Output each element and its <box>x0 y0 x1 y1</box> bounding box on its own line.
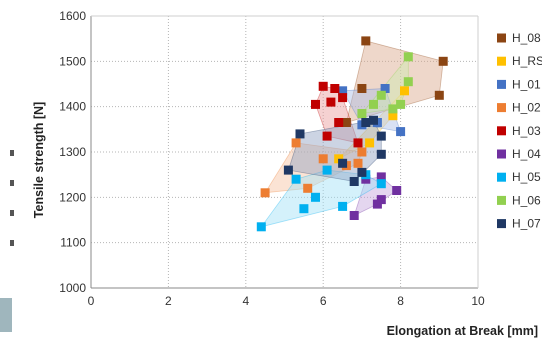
series-hulls <box>260 40 444 228</box>
point-h-07 <box>295 129 305 139</box>
point-h-02 <box>353 158 363 168</box>
point-h-02 <box>303 183 313 193</box>
point-h-05 <box>291 174 301 184</box>
point-h-07 <box>369 115 378 125</box>
point-h-03 <box>330 84 340 93</box>
point-h-02 <box>357 147 367 157</box>
point-h-05 <box>376 179 386 189</box>
legend-label: H_04 <box>512 147 541 161</box>
y-tick-label: 1300 <box>59 145 86 159</box>
axes <box>90 15 479 289</box>
y-tick-label: 1100 <box>60 236 86 250</box>
x-tick-label: 0 <box>88 294 95 308</box>
point-h-08 <box>341 118 351 127</box>
point-h-03 <box>318 81 328 91</box>
point-h-07 <box>376 149 386 159</box>
point-h-05 <box>311 192 320 202</box>
point-h-02 <box>318 154 328 164</box>
y-tick-label: 1000 <box>59 281 86 295</box>
point-h-08 <box>438 56 448 66</box>
edge-panel <box>0 298 12 332</box>
legend-swatch <box>497 79 506 89</box>
legend-label: H_05 <box>512 170 541 184</box>
point-h-02 <box>291 138 301 148</box>
point-h-rs <box>388 111 398 121</box>
point-h-04 <box>392 186 402 195</box>
legend-swatch <box>497 149 506 159</box>
legend-label: H_03 <box>512 124 541 138</box>
y-tick-label: 1400 <box>59 100 86 114</box>
x-tick-label: 10 <box>471 294 485 308</box>
legend-swatch <box>497 56 506 66</box>
point-h-03 <box>322 131 332 141</box>
y-tick-label: 1200 <box>59 190 86 204</box>
point-h-01 <box>380 84 390 93</box>
x-axis-label: Elongation at Break [mm] <box>387 324 538 338</box>
y-axis-label: Tensile strength [N] <box>32 102 46 218</box>
x-tick-label: 2 <box>165 294 172 308</box>
legend-label: H_01 <box>512 77 541 91</box>
edge-mark <box>10 210 14 216</box>
point-h-06 <box>396 99 406 109</box>
left-edge-fragment <box>0 0 16 341</box>
point-h-05 <box>338 201 348 211</box>
point-h-08 <box>357 84 367 93</box>
point-h-08 <box>361 36 371 46</box>
legend: H_08 H_RS H_01 H_02 H_03 H_04 H_05 H_06 H_07 <box>497 31 542 231</box>
edge-mark <box>10 150 14 156</box>
point-h-03 <box>338 93 348 103</box>
point-h-06 <box>376 90 386 100</box>
point-h-07 <box>357 167 367 177</box>
point-h-06 <box>357 109 367 118</box>
point-h-06 <box>388 104 398 114</box>
legend-swatch <box>497 33 506 43</box>
point-h-02 <box>260 188 270 198</box>
y-tick-label: 1600 <box>59 9 86 23</box>
legend-label: H_08 <box>512 31 541 45</box>
x-tick-label: 8 <box>397 294 404 308</box>
point-h-01 <box>338 86 348 96</box>
x-tick-label: 4 <box>242 294 249 308</box>
edge-mark <box>10 240 14 246</box>
legend-swatch <box>497 126 506 136</box>
legend-swatch <box>497 195 506 205</box>
point-h-05 <box>256 222 266 232</box>
point-h-04 <box>372 199 382 209</box>
point-h-rs <box>400 86 409 96</box>
point-h-06 <box>369 99 378 109</box>
point-h-07 <box>283 165 293 175</box>
legend-label: H_07 <box>512 217 541 231</box>
legend-label: H_02 <box>512 101 541 115</box>
legend-swatch <box>497 219 506 229</box>
legend-label: H_06 <box>512 193 541 207</box>
point-h-07 <box>376 131 386 141</box>
point-h-08 <box>434 90 444 100</box>
point-h-06 <box>403 52 413 62</box>
point-h-04 <box>376 172 386 182</box>
point-h-03 <box>353 138 363 148</box>
legend-swatch <box>497 103 506 113</box>
point-h-05 <box>322 165 332 175</box>
legend-label: H_RS <box>512 54 542 68</box>
edge-mark <box>10 180 14 186</box>
point-h-03 <box>326 97 336 107</box>
point-h-04 <box>349 211 359 220</box>
tick-labels: 1000 1100 1200 1300 1400 1500 1600 0 2 4 6 8 10 <box>59 9 485 308</box>
point-h-07 <box>338 158 348 168</box>
point-h-06 <box>403 77 413 87</box>
point-h-05 <box>299 204 309 214</box>
point-h-07 <box>349 177 359 186</box>
point-h-03 <box>334 118 344 127</box>
point-h-07 <box>361 118 371 127</box>
legend-swatch <box>497 172 506 182</box>
point-h-01 <box>396 127 406 137</box>
point-h-03 <box>311 99 320 109</box>
x-tick-label: 6 <box>320 294 327 308</box>
y-tick-label: 1500 <box>59 54 86 68</box>
data-points <box>256 36 448 232</box>
point-h-rs <box>365 138 375 148</box>
